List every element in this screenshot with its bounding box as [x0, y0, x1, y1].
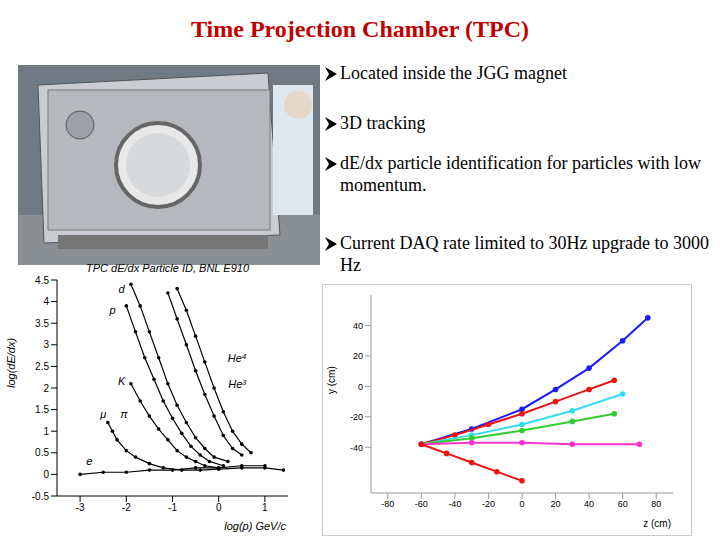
- svg-text:-3: -3: [76, 502, 85, 513]
- svg-text:-1: -1: [168, 502, 177, 513]
- svg-text:-80: -80: [381, 499, 394, 509]
- svg-text:0: 0: [358, 382, 363, 392]
- svg-text:-0.5: -0.5: [32, 491, 50, 502]
- svg-text:y (cm): y (cm): [326, 366, 337, 394]
- html-text:Time Projection Chamber (TPC): Time Projection Chamber (TPC): [191, 16, 529, 42]
- svg-text:e: e: [86, 455, 92, 467]
- svg-text:1.5: 1.5: [35, 404, 49, 415]
- html-text:Current DAQ rate limited to 30: Current DAQ rate limited to 30Hz upgrade…: [340, 233, 709, 275]
- svg-text:-20: -20: [350, 412, 363, 422]
- svg-text:4: 4: [43, 296, 49, 307]
- svg-text:20: 20: [551, 499, 561, 509]
- svg-text:-40: -40: [350, 443, 363, 453]
- svg-text:-60: -60: [415, 499, 428, 509]
- svg-text:He³: He³: [228, 378, 246, 390]
- svg-text:0: 0: [519, 499, 524, 509]
- svg-text:μ: μ: [99, 408, 106, 420]
- svg-text:1: 1: [43, 426, 49, 437]
- svg-text:40: 40: [584, 499, 594, 509]
- svg-text:2.5: 2.5: [35, 361, 49, 372]
- svg-text:3.5: 3.5: [35, 318, 49, 329]
- svg-text:d: d: [119, 283, 126, 295]
- svg-text:log(p) GeV/c: log(p) GeV/c: [224, 520, 286, 532]
- svg-text:20: 20: [353, 351, 363, 361]
- svg-text:0.5: 0.5: [35, 447, 49, 458]
- html-text:dE/dx particle identification: dE/dx particle identification for partic…: [340, 153, 701, 195]
- html-text:TPC dE/dx Particle ID, BNL E91: TPC dE/dx Particle ID, BNL E910: [86, 262, 249, 274]
- svg-text:-40: -40: [448, 499, 461, 509]
- svg-text:-20: -20: [482, 499, 495, 509]
- svg-text:z (cm): z (cm): [643, 518, 671, 529]
- svg-text:80: 80: [651, 499, 661, 509]
- svg-text:60: 60: [618, 499, 628, 509]
- svg-text:3: 3: [43, 339, 49, 350]
- svg-text:40: 40: [353, 321, 363, 331]
- svg-text:2: 2: [43, 383, 49, 394]
- svg-text:-2: -2: [122, 502, 131, 513]
- svg-text:K: K: [118, 375, 126, 387]
- svg-text:π: π: [120, 408, 128, 420]
- svg-text:p: p: [108, 304, 115, 316]
- svg-text:1: 1: [262, 502, 268, 513]
- svg-text:log(dE/dx): log(dE/dx): [8, 338, 17, 388]
- svg-text:0: 0: [216, 502, 222, 513]
- html-text:Located inside the JGG magnet: Located inside the JGG magnet: [340, 63, 567, 83]
- svg-text:4.5: 4.5: [35, 275, 49, 286]
- svg-text:He⁴: He⁴: [228, 352, 247, 364]
- html-text:3D tracking: 3D tracking: [340, 113, 426, 133]
- svg-text:0: 0: [43, 469, 49, 480]
